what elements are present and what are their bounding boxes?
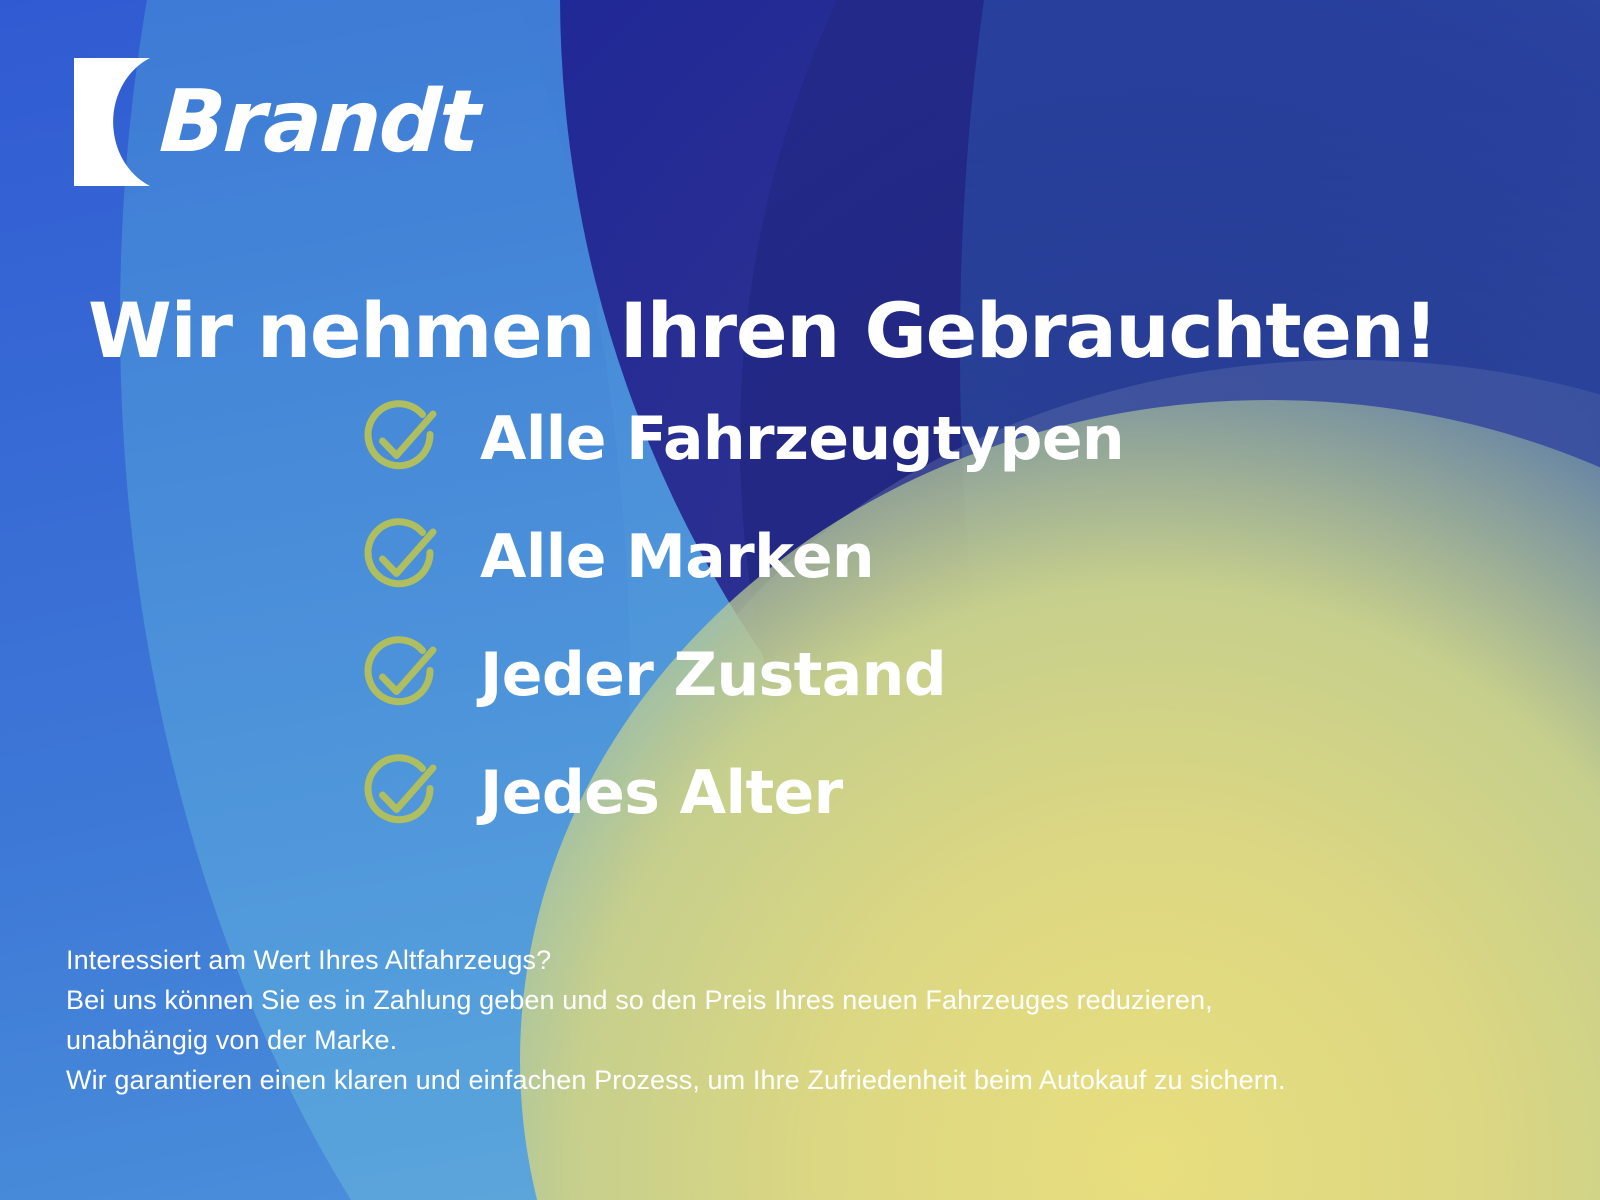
list-item: Jeder Zustand <box>358 632 1124 718</box>
check-circle-icon <box>364 400 437 470</box>
brand-logo: Brandt <box>74 56 481 188</box>
feature-label: Jeder Zustand <box>480 640 947 710</box>
feature-label: Jedes Alter <box>480 758 843 828</box>
body-copy: Interessiert am Wert Ihres Altfahrzeugs?… <box>66 940 1466 1100</box>
check-circle-icon <box>364 636 437 706</box>
body-copy-line: Interessiert am Wert Ihres Altfahrzeugs? <box>66 945 552 975</box>
body-copy-line: unabhängig von der Marke. <box>66 1025 398 1055</box>
page-title: Wir nehmen Ihren Gebrauchten! <box>88 285 1438 375</box>
list-item: Jedes Alter <box>358 750 1124 836</box>
brandt-crescent-mark-icon <box>74 58 150 186</box>
list-item: Alle Fahrzeugtypen <box>358 396 1125 482</box>
body-copy-line: Wir garantieren einen klaren und einfach… <box>66 1065 1286 1095</box>
check-circle-icon <box>364 518 437 588</box>
body-copy-line: Bei uns können Sie es in Zahlung geben u… <box>66 985 1213 1015</box>
feature-list: Alle Fahrzeugtypen Alle Marken Jeder Zus… <box>358 396 1125 836</box>
feature-label: Alle Fahrzeugtypen <box>480 404 1125 474</box>
feature-label: Alle Marken <box>480 522 875 592</box>
check-circle-icon <box>364 754 437 824</box>
brand-wordmark: Brandt <box>157 72 481 172</box>
list-item: Alle Marken <box>358 514 1124 600</box>
